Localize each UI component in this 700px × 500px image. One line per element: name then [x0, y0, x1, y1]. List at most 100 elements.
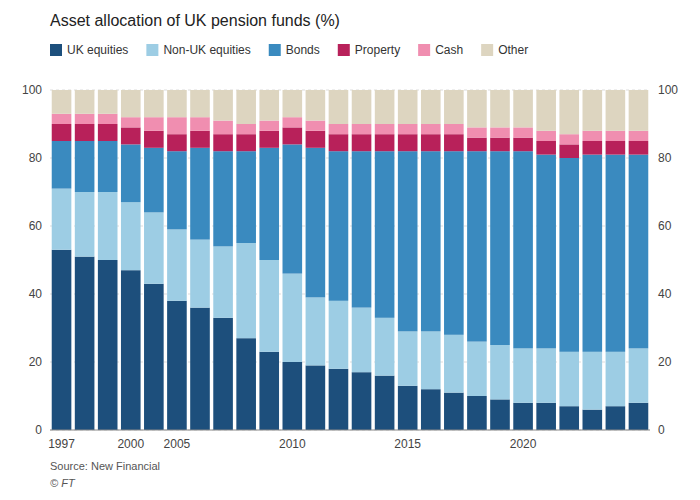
- bar-segment: [444, 151, 464, 335]
- x-tick-label: 2015: [394, 437, 421, 451]
- bar-segment: [52, 124, 72, 141]
- bar-segment: [144, 148, 164, 213]
- bar-segment: [629, 348, 649, 402]
- bar-segment: [98, 114, 118, 124]
- bar-segment: [536, 348, 556, 402]
- bar-segment: [167, 134, 187, 151]
- bar-segment: [490, 151, 510, 345]
- bar-segment: [513, 348, 533, 402]
- grid-line: [50, 430, 650, 431]
- legend-label: Bonds: [286, 43, 320, 57]
- bar-segment: [536, 131, 556, 141]
- legend-swatch: [146, 44, 158, 56]
- bar-segment: [421, 151, 441, 331]
- bar-segment: [352, 151, 372, 307]
- bar-segment: [259, 131, 279, 148]
- legend-swatch: [50, 44, 62, 56]
- bar-segment: [536, 141, 556, 155]
- bar-segment: [513, 138, 533, 152]
- x-tick-label: 2005: [164, 437, 191, 451]
- bar-segment: [629, 131, 649, 141]
- bar-segment: [190, 90, 210, 117]
- bar-segment: [167, 117, 187, 134]
- bar-segment: [559, 406, 579, 430]
- bar-segment: [52, 250, 72, 430]
- bar-segment: [236, 134, 256, 151]
- bar-segment: [329, 124, 349, 134]
- bar-segment: [606, 131, 626, 141]
- bar-segment: [98, 141, 118, 192]
- bar-segment: [421, 124, 441, 134]
- legend-swatch: [338, 44, 350, 56]
- legend-swatch: [269, 44, 281, 56]
- bar-segment: [513, 90, 533, 127]
- bar-segment: [52, 90, 72, 114]
- bar-segment: [467, 138, 487, 152]
- bar-segment: [352, 372, 372, 430]
- bar-segment: [629, 403, 649, 430]
- y-tick-label: 100: [22, 83, 42, 97]
- bar-segment: [75, 192, 95, 257]
- bar-segment: [421, 134, 441, 151]
- y-tick-label: 80: [29, 151, 43, 165]
- bar-segment: [306, 90, 326, 121]
- annotation: Source: New Financial: [50, 460, 160, 472]
- bar-segment: [398, 90, 418, 124]
- bar-segment: [583, 352, 603, 410]
- legend-label: Cash: [435, 43, 463, 57]
- bar-segment: [75, 114, 95, 124]
- bar-segment: [236, 338, 256, 430]
- bar-segment: [52, 189, 72, 250]
- bar-segment: [259, 148, 279, 260]
- bar-segment: [490, 399, 510, 430]
- bar-segment: [375, 376, 395, 430]
- bar-segment: [144, 212, 164, 283]
- bar-segment: [236, 124, 256, 134]
- bar-segment: [144, 131, 164, 148]
- chart-container: Asset allocation of UK pension funds (%)…: [0, 0, 700, 500]
- bar-segment: [283, 274, 303, 362]
- chart-svg: Asset allocation of UK pension funds (%)…: [0, 0, 700, 500]
- bars: [52, 90, 649, 430]
- bar-segment: [236, 90, 256, 124]
- bar-segment: [490, 345, 510, 399]
- bar-segment: [121, 90, 141, 117]
- bar-segment: [444, 90, 464, 124]
- bar-segment: [375, 124, 395, 134]
- bar-segment: [144, 284, 164, 430]
- bar-segment: [306, 121, 326, 131]
- legend-label: Property: [355, 43, 400, 57]
- bar-segment: [144, 117, 164, 131]
- bar-segment: [559, 352, 579, 406]
- bar-segment: [398, 124, 418, 134]
- y-tick-label: 40: [29, 287, 43, 301]
- y2-tick-label: 20: [658, 355, 672, 369]
- bar-segment: [583, 155, 603, 352]
- bar-segment: [444, 335, 464, 393]
- bar-segment: [52, 141, 72, 189]
- bar-segment: [167, 229, 187, 300]
- legend-label: Other: [498, 43, 528, 57]
- bar-segment: [190, 117, 210, 131]
- y2-tick-label: 60: [658, 219, 672, 233]
- bar-segment: [352, 134, 372, 151]
- bar-segment: [513, 403, 533, 430]
- bar-segment: [583, 410, 603, 430]
- x-tick-label: 2020: [510, 437, 537, 451]
- y2-tick-label: 0: [658, 423, 665, 437]
- bar-segment: [213, 134, 233, 151]
- bar-segment: [559, 90, 579, 134]
- bar-segment: [421, 389, 441, 430]
- x-tick-label: 2010: [279, 437, 306, 451]
- bar-segment: [583, 141, 603, 155]
- bar-segment: [559, 158, 579, 352]
- bar-segment: [75, 257, 95, 430]
- bar-segment: [98, 192, 118, 260]
- y2-tick-label: 100: [658, 83, 678, 97]
- bar-segment: [559, 134, 579, 144]
- bar-segment: [75, 90, 95, 114]
- bar-segment: [513, 127, 533, 137]
- bar-segment: [75, 124, 95, 141]
- bar-segment: [306, 148, 326, 298]
- legend-label: Non-UK equities: [163, 43, 250, 57]
